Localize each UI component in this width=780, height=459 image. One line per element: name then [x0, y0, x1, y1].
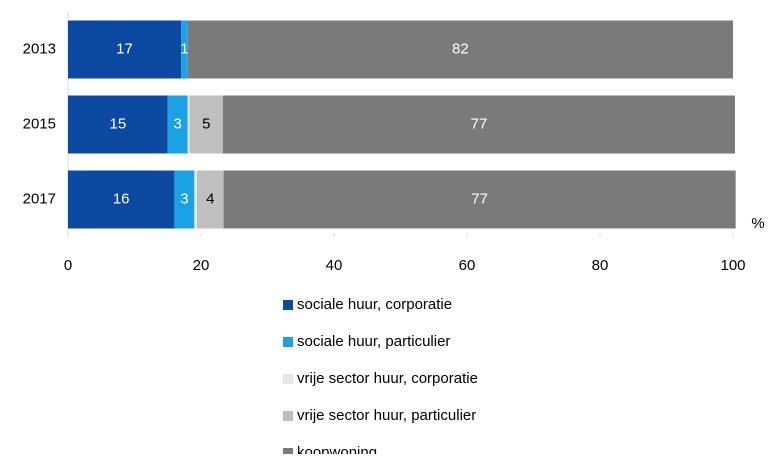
y-tick-label: 2017	[23, 190, 56, 207]
bar-segment	[68, 170, 175, 229]
y-tick-label: 2015	[23, 115, 56, 132]
bar-segment	[189, 95, 223, 154]
legend-swatch	[283, 448, 293, 458]
bar-segment	[167, 95, 188, 154]
bar-segment	[187, 20, 733, 79]
x-tick-label: 0	[64, 257, 72, 274]
bar-segment	[68, 95, 168, 154]
bar-segment	[181, 20, 188, 79]
data-label: 3	[180, 190, 188, 207]
legend-label: vrije sector huur, particulier	[297, 407, 476, 424]
x-tick-label: 40	[326, 257, 343, 274]
data-label: 3	[174, 115, 182, 132]
x-tick-label: 80	[592, 257, 609, 274]
x-tick-label: 20	[193, 257, 210, 274]
legend-label: vrije sector huur, corporatie	[297, 370, 478, 387]
bar-segment	[222, 95, 735, 154]
bar-segment	[174, 170, 195, 229]
bar-segment	[197, 170, 224, 229]
data-label: 16	[113, 190, 130, 207]
data-label: 77	[471, 115, 488, 132]
legend-swatch	[283, 300, 293, 310]
data-label: 17	[116, 40, 133, 57]
data-label: 77	[471, 190, 488, 207]
x-unit: %	[751, 215, 764, 232]
data-label: 1	[180, 40, 188, 57]
legend-label: sociale huur, particulier	[297, 333, 450, 350]
data-label: 4	[206, 190, 214, 207]
data-label: 15	[110, 115, 127, 132]
legend-swatch	[283, 337, 293, 347]
x-tick-label: 100	[720, 257, 745, 274]
data-label: 82	[452, 40, 469, 57]
y-tick-label: 2013	[23, 40, 56, 57]
bar-segment	[194, 170, 198, 229]
bar-segment	[68, 20, 182, 79]
legend-label: sociale huur, corporatie	[297, 296, 452, 313]
legend-swatch	[283, 374, 293, 384]
bar-segment	[223, 170, 736, 229]
legend-swatch	[283, 411, 293, 421]
bar-segment	[187, 95, 190, 154]
data-label: 5	[202, 115, 210, 132]
x-tick-label: 60	[459, 257, 476, 274]
legend-label: koopwoning	[297, 444, 377, 454]
